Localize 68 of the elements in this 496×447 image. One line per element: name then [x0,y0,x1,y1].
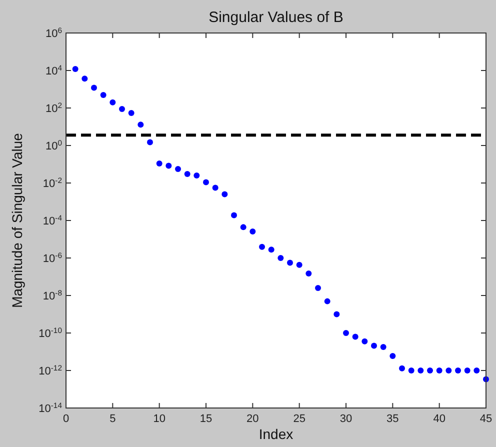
y-tick-label: 10$^{-12}$ [38,363,62,378]
point [259,244,265,250]
point [324,298,330,304]
point [240,224,246,230]
point [203,179,209,186]
point [408,368,414,374]
y-tick-label: 10$^{-8}$ [42,288,62,302]
point [278,255,284,261]
x-tick-label: 20 [246,413,259,425]
x-tick-label: 10 [153,413,166,425]
point [352,334,358,340]
point [362,338,368,344]
x-tick-label: 35 [386,413,399,425]
point [474,368,480,374]
x-tick-label: 45 [480,413,492,425]
x-tick-label: 40 [433,413,446,425]
y-tick-label: 10$^{-10}$ [38,326,62,340]
point [82,76,88,82]
point [296,262,302,268]
point [464,368,470,374]
point [371,342,377,349]
point [418,368,424,374]
point [72,66,78,72]
point [446,368,452,374]
point [194,172,200,179]
point [436,368,442,374]
point [380,344,386,350]
point [268,246,274,253]
y-tick-label: 10$^{-6}$ [42,250,62,265]
point [147,139,153,146]
point [455,368,461,374]
y-tick-label: 10$^{0}$ [45,138,62,152]
y-tick-label: 10$^{4}$ [45,63,63,78]
point [250,228,256,234]
point [399,365,405,372]
y-tick-label: 10$^{-14}$ [38,400,63,415]
point [315,285,321,292]
point [138,122,144,128]
chart-title: Singular Values of B [208,9,344,26]
point [287,260,293,266]
point [166,162,172,169]
point [427,368,433,374]
point [343,330,349,336]
x-tick-label: 30 [340,413,352,425]
x-tick-label: 0 [62,413,70,425]
y-tick-label: 10$^{6}$ [45,26,62,40]
x-tick-label: 5 [110,413,116,425]
point [128,110,134,116]
point [175,166,181,172]
point [212,184,218,191]
point [390,353,396,360]
x-tick-label: 25 [293,413,306,425]
y-tick-label: 10$^{-4}$ [42,213,63,228]
point [119,106,125,112]
point [91,84,97,91]
point [110,99,116,106]
point [184,171,190,178]
point [100,92,106,98]
y-axis-title: Magnitude of Singular Value [9,132,25,308]
point [306,270,312,276]
point [156,160,162,166]
y-tick-label: 10$^{2}$ [45,100,62,115]
x-axis-title: Index [258,426,294,442]
y-tick-label: 10$^{-2}$ [42,176,62,190]
point [231,212,237,218]
point [334,311,340,318]
point [222,191,228,198]
x-tick-label: 15 [200,413,212,425]
